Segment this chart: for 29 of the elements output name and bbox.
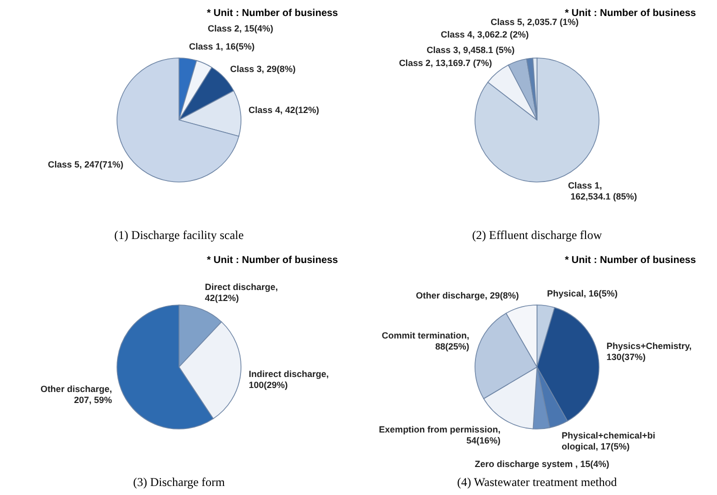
slice-label: Other discharge, 207, 59%: [40, 384, 112, 405]
slice-label: Class 1, 162,534.1 (85%): [568, 180, 637, 202]
text: * Unit : Number of business: [206, 255, 338, 266]
slice-label: Class 1, 16(5%): [189, 42, 255, 52]
slice-label: Class 3, 9,458.1 (5%): [426, 44, 515, 55]
slice-label: Class 4, 3,062.2 (2%): [440, 30, 529, 40]
text: (3) Discharge form: [133, 475, 226, 489]
slice-label: Exemption from permission, 54(16%): [378, 424, 500, 446]
text: (1) Discharge facility scale: [114, 228, 244, 242]
slice-label: Class 5, 247(71%): [48, 160, 124, 170]
slice-label: Physical+chemical+biological, 17(5%): [562, 430, 656, 452]
slice-label: Zero discharge system , 15(4%): [474, 458, 610, 469]
text: * Unit : Number of business: [206, 8, 338, 19]
slice-label: Class 5, 2,035.7 (1%): [490, 17, 579, 28]
text: (4) Wastewater treatment method: [457, 475, 617, 489]
slice-label: Class 4, 42(12%): [248, 104, 320, 115]
slice-label: Indirect discharge, 100(29%): [248, 369, 329, 390]
slice-label: Class 2, 15(4%): [208, 23, 274, 34]
text: (2) Effluent discharge flow: [472, 228, 602, 242]
slice-label: Physics+Chemistry, 130(37%): [606, 340, 692, 362]
slice-label: Physical, 16(5%): [547, 288, 618, 299]
pie-slice: [474, 58, 600, 182]
slice-label: Class 3, 29(8%): [230, 64, 296, 74]
slice-label: Class 2, 13,169.7 (7%): [398, 58, 492, 68]
slice-label: Direct discharge, 42(12%): [204, 282, 278, 304]
text: * Unit : Number of business: [564, 8, 696, 19]
text: * Unit : Number of business: [564, 255, 696, 266]
slice-label: Other discharge, 29(8%): [416, 290, 519, 300]
slice-label: Commit termination, 88(25%): [382, 330, 470, 352]
